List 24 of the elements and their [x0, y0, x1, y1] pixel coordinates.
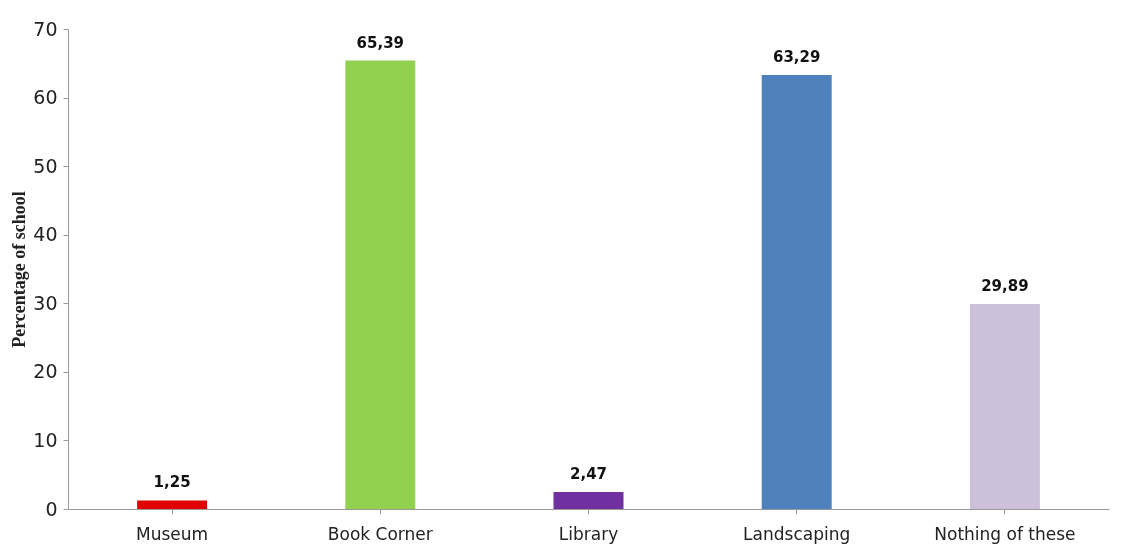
y-tick-label: 70 [33, 17, 58, 40]
data-label: 29,89 [981, 277, 1029, 296]
bar [553, 492, 624, 509]
data-label: 2,47 [569, 465, 608, 484]
y-tick-label: 20 [33, 360, 58, 383]
x-tick-label: Library [558, 523, 619, 544]
bar [345, 60, 416, 509]
data-label: 65,39 [356, 33, 405, 52]
y-tick-label: 50 [33, 154, 58, 177]
bar [137, 500, 208, 509]
bar [761, 75, 832, 509]
x-tick-label: Book Corner [327, 523, 433, 544]
y-tick-label: 60 [33, 86, 58, 109]
data-label: 1,25 [153, 473, 191, 492]
y-tick-label: 40 [33, 223, 58, 246]
y-tick-label: 0 [45, 497, 58, 520]
x-tick-label: Landscaping [743, 523, 851, 544]
x-tick-label: Nothing of these [934, 523, 1076, 544]
bar [969, 304, 1040, 509]
y-tick-label: 30 [33, 291, 58, 314]
x-tick-label: Museum [136, 523, 209, 544]
y-axis-title: Percentage of school [9, 191, 30, 348]
y-tick-label: 10 [33, 428, 58, 451]
data-label: 63,29 [772, 48, 821, 67]
